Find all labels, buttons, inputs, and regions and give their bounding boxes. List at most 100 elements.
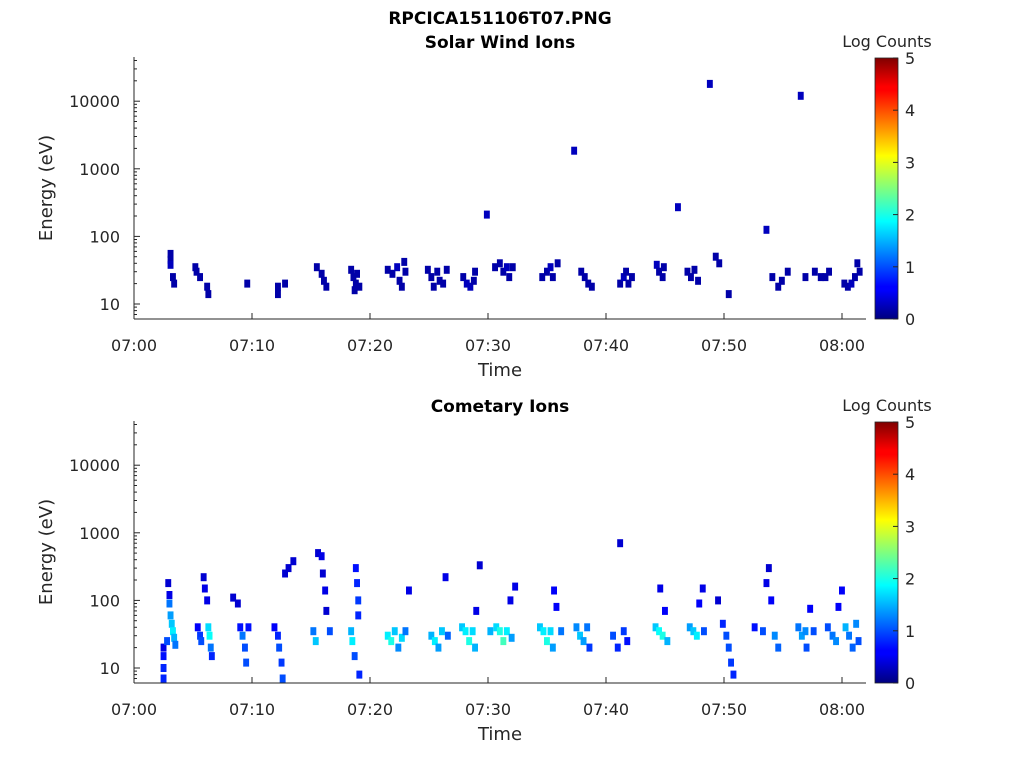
heatmap-cell (662, 606, 668, 615)
heatmap-cell (540, 627, 547, 636)
x-tick-label: 07:00 (111, 700, 157, 719)
colorbar-gradient (874, 421, 899, 684)
heatmap-cell (686, 623, 693, 632)
heatmap-cell (313, 263, 320, 272)
figure-title: RPCICA151106T07.PNG (388, 9, 611, 29)
colorbar-tick-label: 3 (905, 153, 915, 172)
heatmap-cell (544, 267, 550, 276)
y-tick-label: 100 (89, 227, 120, 246)
heatmap-cell (500, 267, 507, 276)
heatmap-cell (617, 539, 624, 548)
heatmap-cell (539, 273, 546, 282)
heatmap-cell (855, 637, 862, 646)
heatmap-cell (833, 637, 839, 646)
colorbar-label: Log Counts (842, 396, 932, 415)
heatmap-cell (388, 637, 395, 646)
heatmap-cell (275, 631, 281, 640)
heatmap-cell (395, 643, 402, 652)
heatmap-cell (384, 265, 391, 274)
heatmap-cell (730, 670, 737, 679)
y-tick-label: 10 (100, 295, 120, 314)
heatmap-cell (394, 263, 401, 272)
heatmap-cell (675, 203, 681, 212)
heatmap-cell (166, 591, 173, 599)
panel-title: Solar Wind Ions (425, 33, 576, 53)
heatmap-cell (207, 643, 214, 652)
heatmap-cell (384, 631, 391, 640)
heatmap-cell (695, 276, 701, 285)
heatmap-cell (396, 276, 403, 285)
heatmap-cell (285, 564, 292, 573)
panel-title: Cometary Ions (431, 397, 570, 417)
heatmap-cell (172, 640, 179, 649)
heatmap-cell (652, 623, 659, 632)
heatmap-cell (354, 579, 360, 588)
heatmap-cell (205, 623, 212, 632)
heatmap-cell (167, 611, 174, 620)
y-axis-label: Energy (eV) (36, 135, 57, 241)
heatmap-cell (276, 643, 283, 652)
heatmap-cell (797, 91, 804, 100)
x-tick-label: 07:00 (111, 336, 157, 355)
colorbar-tick-label: 2 (905, 206, 915, 225)
heatmap-cell (167, 249, 174, 258)
heatmap-cell (319, 569, 326, 578)
colorbar-tick-label: 4 (905, 465, 915, 484)
heatmap-cell (620, 273, 627, 282)
heatmap-cell (841, 279, 848, 288)
heatmap-cell (323, 606, 330, 615)
heatmap-cell (282, 569, 288, 578)
y-tick-label: 10 (100, 659, 120, 678)
heatmap-cell (401, 257, 408, 266)
heatmap-cell (842, 623, 849, 632)
heatmap-cell (473, 606, 480, 615)
heatmap-cell (848, 279, 855, 288)
heatmap-cell (623, 267, 629, 276)
heatmap-cell (802, 627, 809, 636)
heatmap-cell (760, 627, 766, 636)
heatmap-cell (318, 552, 325, 561)
axes (133, 421, 866, 684)
heatmap-cell (355, 611, 362, 620)
heatmap-cell (691, 265, 698, 274)
heatmap-cell (578, 267, 585, 276)
heatmap-cell (558, 627, 565, 636)
heatmap-cell (197, 273, 203, 282)
heatmap-cell (310, 627, 317, 636)
heatmap-cell (321, 276, 327, 285)
y-tick-label: 10000 (69, 92, 120, 111)
x-tick-label: 07:40 (583, 700, 629, 719)
heatmap-cell (242, 643, 248, 652)
axes (133, 57, 866, 320)
heatmap-cell (656, 627, 662, 636)
heatmap-cell (802, 273, 809, 282)
heatmap-cells (160, 539, 862, 683)
heatmap-cell (170, 627, 176, 636)
heatmap-cell (728, 658, 734, 667)
heatmap-cell (435, 643, 442, 652)
colorbar-ticks: 0 1 2 3 4 5 (893, 49, 915, 329)
heatmap-cell (428, 631, 435, 640)
heatmap-cell (271, 623, 278, 632)
heatmap-cell (716, 259, 723, 268)
heatmap-cell (160, 643, 167, 652)
heatmap-cell (844, 282, 851, 291)
heatmap-cell (629, 273, 635, 282)
heatmap-cell (201, 584, 208, 593)
heatmap-cell (322, 586, 329, 595)
heatmap-cell (688, 273, 694, 282)
heatmap-cell (193, 267, 200, 276)
heatmap-cell (577, 631, 583, 640)
x-axis-label: Time (477, 724, 522, 745)
heatmap-cell (168, 619, 175, 628)
heatmap-cell (206, 631, 213, 640)
heatmap-cell (492, 263, 498, 272)
colorbar: Log Counts 0 1 2 3 4 5 (842, 396, 932, 693)
heatmap-cell (326, 627, 333, 636)
heatmap-cell (402, 267, 409, 276)
heatmap-cell (547, 263, 554, 272)
heatmap-cell (852, 273, 858, 282)
